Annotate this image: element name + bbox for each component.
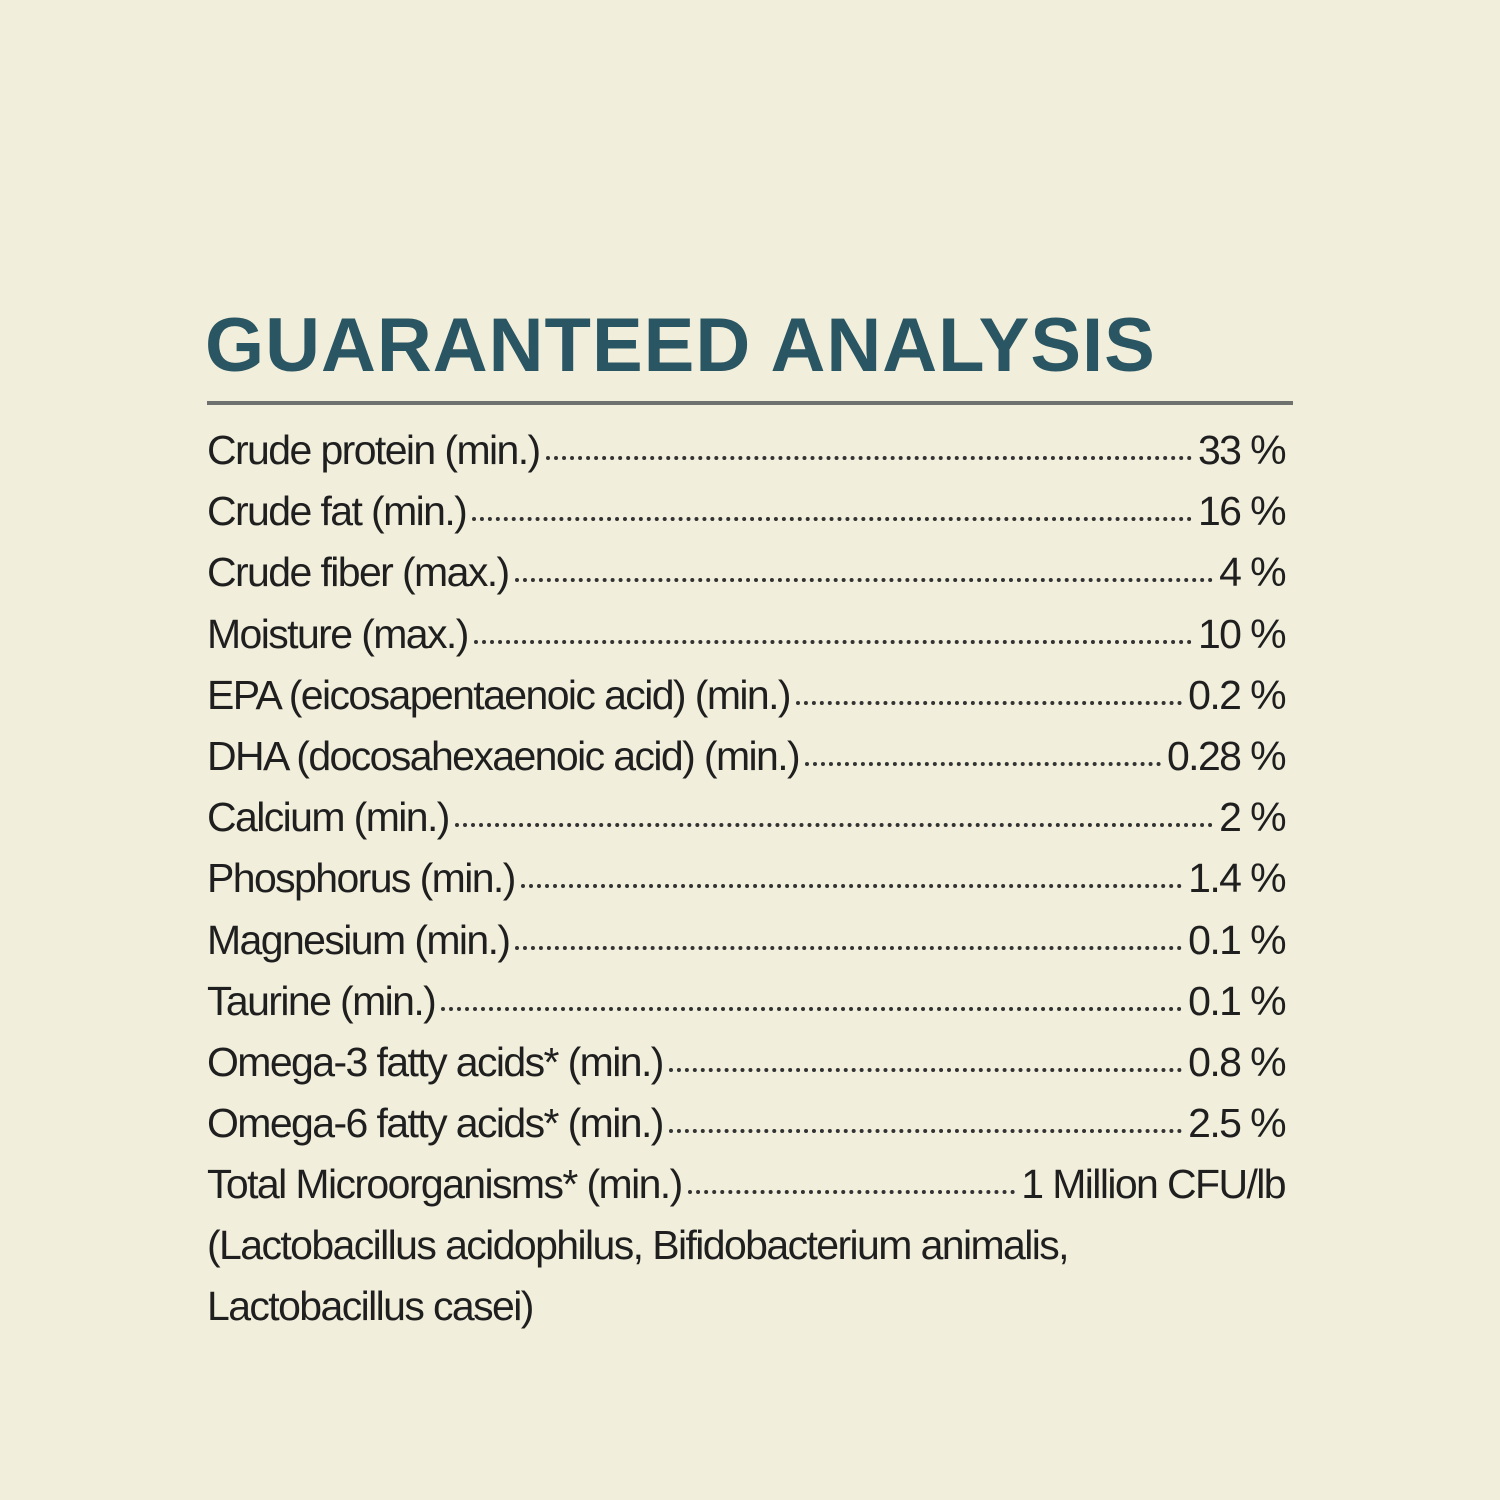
microorganism-note: (Lactobacillus acidophilus, Bifidobacter…	[207, 1222, 1070, 1269]
nutrient-value: 2.5 %	[1188, 1100, 1286, 1147]
nutrient-value: 0.2 %	[1188, 671, 1286, 718]
analysis-row: Moisture (max.) 10 %	[207, 604, 1287, 665]
dot-leader	[515, 945, 1183, 950]
analysis-row: DHA (docosahexaenoic acid) (min.) 0.28 %	[207, 726, 1287, 787]
dot-leader	[795, 700, 1183, 705]
dot-leader	[668, 1067, 1183, 1072]
dot-leader	[520, 884, 1183, 889]
nutrient-value: 0.28 %	[1166, 732, 1287, 779]
analysis-table: Crude protein (min.) 33 % Crude fat (min.)…	[207, 420, 1287, 1337]
dot-leader	[668, 1129, 1183, 1134]
nutrient-value: 1 Million CFU/lb	[1021, 1161, 1286, 1208]
nutrient-label: Crude protein (min.)	[207, 427, 541, 473]
dot-leader	[687, 1190, 1016, 1195]
dot-leader	[805, 761, 1161, 766]
dot-leader	[545, 456, 1192, 460]
nutrient-value: 0.1 %	[1188, 916, 1286, 963]
nutrient-label: EPA (eicosapentaenoic acid) (min.)	[207, 671, 792, 718]
microorganism-note: Lactobacillus casei)	[207, 1283, 534, 1330]
nutrient-label: Taurine (min.)	[207, 977, 437, 1024]
page-title: GUARANTEED ANALYSIS	[205, 303, 1156, 388]
analysis-row: Magnesium (min.) 0.1 %	[207, 910, 1287, 971]
title-divider	[207, 401, 1293, 405]
nutrient-value: 1.4 %	[1188, 855, 1286, 902]
dot-leader	[454, 823, 1214, 828]
nutrient-label: Total Microorganisms* (min.)	[207, 1161, 683, 1208]
nutrient-label: Crude fat (min.)	[207, 488, 468, 535]
nutrient-value: 33 %	[1197, 427, 1287, 473]
nutrient-label: Omega-3 fatty acids* (min.)	[207, 1038, 664, 1085]
analysis-row: Omega-6 fatty acids* (min.) 2.5 %	[207, 1093, 1287, 1154]
nutrient-value: 0.1 %	[1188, 977, 1286, 1024]
dot-leader	[473, 639, 1192, 644]
nutrient-value: 2 %	[1219, 794, 1286, 841]
analysis-row: Crude fiber (max.) 4 %	[207, 542, 1287, 603]
analysis-row: Crude protein (min.) 33 %	[207, 420, 1287, 481]
nutrient-label: Calcium (min.)	[207, 794, 450, 841]
nutrient-value: 0.8 %	[1188, 1038, 1286, 1085]
nutrient-label: Omega-6 fatty acids* (min.)	[207, 1100, 664, 1147]
dot-leader	[472, 517, 1192, 522]
analysis-row: Phosphorus (min.) 1.4 %	[207, 848, 1287, 909]
analysis-row: Crude fat (min.) 16 %	[207, 481, 1287, 542]
nutrient-label: DHA (docosahexaenoic acid) (min.)	[207, 732, 801, 779]
analysis-row: EPA (eicosapentaenoic acid) (min.) 0.2 %	[207, 665, 1287, 726]
nutrient-label: Magnesium (min.)	[207, 916, 511, 963]
analysis-row: Total Microorganisms* (min.) 1 Million CF…	[207, 1154, 1287, 1215]
nutrient-value: 10 %	[1197, 610, 1287, 657]
dot-leader	[441, 1006, 1183, 1011]
nutrient-label: Crude fiber (max.)	[207, 549, 510, 596]
nutrient-value: 4 %	[1219, 549, 1286, 596]
dot-leader	[514, 578, 1214, 583]
analysis-row: Calcium (min.) 2 %	[207, 787, 1287, 848]
nutrient-label: Moisture (max.)	[207, 610, 469, 657]
analysis-row: Omega-3 fatty acids* (min.) 0.8 %	[207, 1032, 1287, 1093]
nutrient-label: Phosphorus (min.)	[207, 855, 516, 902]
nutrient-value: 16 %	[1197, 488, 1287, 535]
analysis-row: Taurine (min.) 0.1 %	[207, 971, 1287, 1032]
